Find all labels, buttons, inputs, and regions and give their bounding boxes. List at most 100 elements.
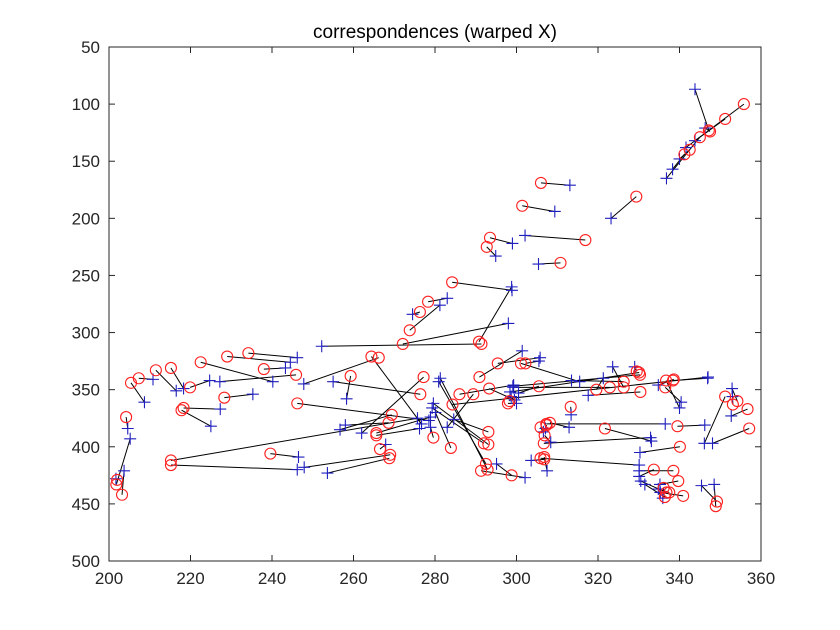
warped-x-point bbox=[597, 372, 610, 385]
target-point bbox=[693, 131, 706, 144]
correspondence-line bbox=[339, 414, 392, 431]
correspondence-line bbox=[333, 381, 421, 395]
warped-x-point bbox=[565, 374, 578, 387]
target-point bbox=[666, 374, 680, 387]
target-point bbox=[482, 438, 495, 451]
correspondence-line bbox=[543, 437, 651, 444]
warped-x-point bbox=[177, 382, 190, 395]
target-point bbox=[414, 388, 427, 401]
warped-x-point bbox=[447, 413, 460, 426]
target-point bbox=[704, 125, 717, 138]
warped-x-point bbox=[698, 437, 711, 450]
correspondence-line bbox=[431, 407, 485, 444]
target-point bbox=[657, 481, 670, 494]
target-point bbox=[710, 495, 724, 508]
correspondence-line bbox=[540, 457, 640, 466]
correspondence-line bbox=[321, 343, 482, 347]
warped-x-point bbox=[726, 390, 739, 403]
target-point bbox=[396, 337, 409, 351]
target-point bbox=[221, 350, 234, 363]
correspondence-links bbox=[115, 89, 750, 507]
correspondence-line bbox=[270, 453, 299, 458]
target-point bbox=[365, 350, 378, 363]
warped-x-point bbox=[124, 432, 137, 445]
correspondence-line bbox=[434, 412, 452, 449]
correspondence-line bbox=[446, 393, 474, 428]
target-point bbox=[617, 381, 630, 394]
correspondence-line bbox=[379, 444, 387, 450]
warped-x-point bbox=[279, 361, 292, 374]
warped-x-point bbox=[340, 392, 353, 405]
warped-x-point bbox=[519, 471, 532, 484]
warped-x-point bbox=[490, 457, 503, 470]
correspondence-line bbox=[452, 281, 513, 291]
target-point bbox=[579, 233, 592, 247]
warped-x-point bbox=[441, 421, 454, 434]
correspondence-line bbox=[703, 396, 726, 444]
correspondence-line bbox=[303, 357, 379, 385]
target-point bbox=[344, 369, 357, 383]
target-point bbox=[537, 437, 550, 450]
target-point bbox=[164, 454, 177, 467]
warped-x-point bbox=[725, 409, 738, 422]
y-tick-label: 250 bbox=[72, 266, 100, 285]
warped-x-point bbox=[708, 478, 721, 491]
target-point bbox=[382, 416, 395, 429]
target-point bbox=[149, 364, 162, 377]
warped-x-point bbox=[121, 422, 134, 435]
target-point bbox=[660, 374, 673, 387]
correspondence-line bbox=[731, 408, 748, 417]
warped-x-point bbox=[502, 317, 515, 330]
warped-x-point bbox=[138, 396, 151, 409]
warped-x-point bbox=[427, 397, 440, 410]
target-point bbox=[385, 408, 398, 421]
warped-x-point bbox=[203, 374, 216, 387]
warped-x-point bbox=[507, 379, 520, 392]
target-point bbox=[482, 425, 495, 438]
correspondence-line bbox=[170, 417, 418, 461]
target-points bbox=[110, 98, 756, 513]
target-point bbox=[677, 489, 690, 502]
warped-x-point bbox=[327, 375, 340, 388]
correspondence-line bbox=[497, 357, 541, 364]
warped-x-point bbox=[548, 205, 561, 218]
warped-x-point bbox=[633, 470, 646, 483]
target-point bbox=[473, 371, 486, 384]
warped-x-point bbox=[429, 406, 442, 419]
target-point bbox=[483, 382, 496, 395]
y-tick-label: 350 bbox=[72, 381, 100, 400]
correspondence-line bbox=[525, 234, 586, 241]
target-point bbox=[501, 397, 514, 410]
y-tick-label: 150 bbox=[72, 152, 100, 171]
target-point bbox=[132, 372, 145, 385]
warped-x-point bbox=[214, 403, 227, 416]
target-point bbox=[678, 148, 691, 161]
warped-x-point bbox=[563, 421, 576, 434]
correspondence-line bbox=[345, 422, 389, 426]
target-point bbox=[383, 452, 396, 465]
warped-x-point bbox=[321, 467, 334, 480]
target-point bbox=[373, 443, 387, 456]
x-tick-label: 240 bbox=[258, 569, 286, 588]
correspondence-line bbox=[361, 376, 424, 434]
correspondence-line bbox=[304, 454, 391, 468]
target-point bbox=[422, 295, 435, 308]
correspondence-line bbox=[496, 463, 512, 476]
target-point bbox=[413, 305, 426, 319]
y-tick-label: 100 bbox=[72, 95, 100, 114]
warped-x-point bbox=[355, 427, 368, 440]
correspondence-line bbox=[480, 470, 526, 479]
target-point bbox=[540, 417, 553, 430]
target-point bbox=[110, 478, 123, 491]
target-point bbox=[477, 437, 490, 450]
target-point bbox=[467, 388, 480, 401]
target-point bbox=[672, 474, 685, 488]
target-point bbox=[634, 385, 647, 399]
target-point bbox=[453, 388, 466, 401]
correspondence-line bbox=[694, 89, 710, 131]
target-point bbox=[194, 356, 207, 369]
x-tick-label: 300 bbox=[502, 569, 530, 588]
correspondence-line bbox=[371, 356, 422, 425]
correspondence-line bbox=[604, 428, 652, 442]
target-point bbox=[514, 357, 528, 370]
